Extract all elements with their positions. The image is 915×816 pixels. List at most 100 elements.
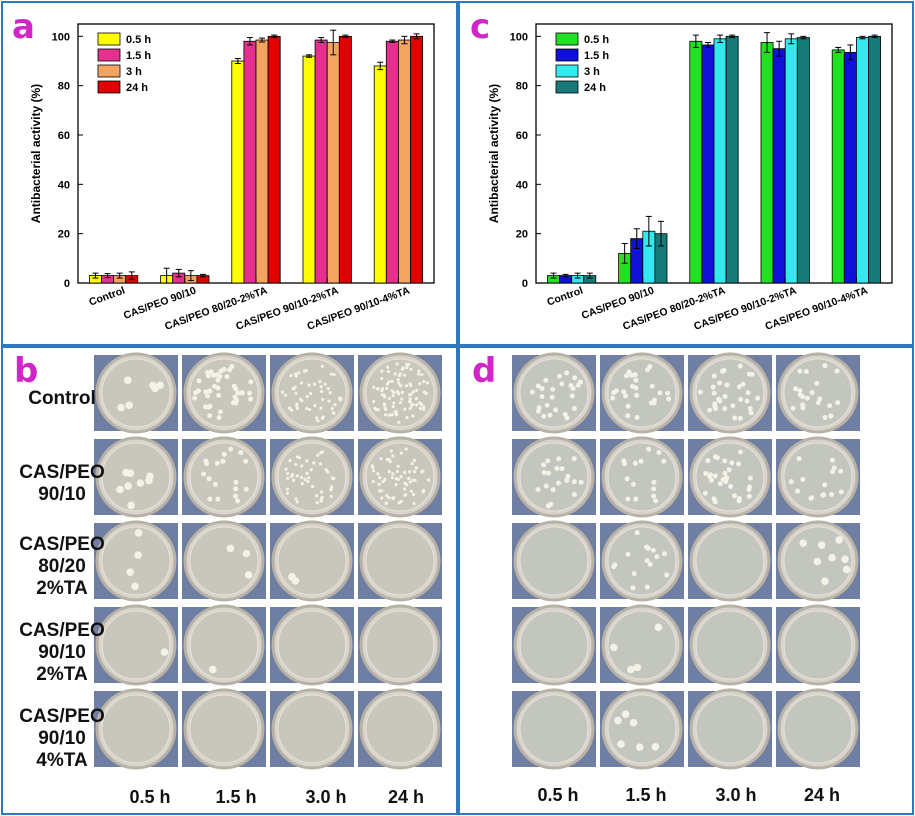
plates-d-colony-1-1-10 [632, 460, 638, 466]
plates-b-colony-0-2-12 [299, 397, 303, 401]
plates-b-colony-0-1-21 [192, 395, 198, 401]
plates-b-colony-0-1-26 [248, 379, 254, 385]
plates-d-colony-0-0-24 [535, 383, 541, 389]
plates-d-colony-0-1-20 [626, 369, 632, 375]
plates-b-colony-0-3-67 [382, 393, 386, 397]
chart-a-ytick-label-5: 100 [52, 31, 70, 43]
chart-c-legend-label-2: 3 h [584, 66, 600, 78]
plates-d-grid [512, 352, 860, 770]
plates-b-colony-0-3-73 [380, 376, 384, 381]
plates-d-colony-0-1-13 [634, 392, 640, 398]
chart-c-bar-4-0 [831, 49, 845, 284]
plates-d-colony-0-0-6 [536, 408, 542, 414]
plates-b-colony-0-0-0 [125, 401, 133, 410]
plates-d-colony-0-0-7 [550, 386, 556, 392]
plates-d-colony-1-1-8 [638, 458, 644, 464]
time-label-d-0: 0.5 h [537, 785, 579, 805]
plates-d-colony-1-1-12 [625, 496, 631, 502]
plates-d-colony-2-3-2 [821, 577, 829, 585]
chart-a-ytick-label-1: 20 [58, 229, 70, 241]
chart-c-legend-label-1: 1.5 h [584, 50, 609, 62]
chart-c-bar-4-2 [855, 37, 869, 284]
chart-a-bar-3-2 [326, 42, 340, 284]
plates-b-colony-0-3-49 [390, 389, 394, 393]
plates-d-colony-0-2-4 [717, 380, 723, 386]
chart-a-bar-2-2 [255, 39, 269, 284]
plates-d-colony-1-0-1 [545, 470, 551, 476]
plates-b-colony-0-1-36 [235, 390, 241, 396]
plates-d-colony-0-2-15 [738, 396, 744, 402]
plates-b-dish-agar-3-2 [277, 610, 347, 680]
plates-d-dish-agar-2-1 [607, 526, 677, 596]
plates-b-colony-1-3-36 [399, 475, 403, 479]
plates-b-colony-1-3-54 [399, 499, 404, 503]
plates-b-colony-0-3-57 [401, 366, 405, 370]
plates-b-colony-0-2-0 [332, 372, 336, 377]
plates-b-dish-agar-2-0 [101, 526, 171, 596]
plates-d-colony-4-1-4 [629, 718, 638, 727]
plates-d-colony-0-1-11 [613, 388, 619, 394]
plates-d-colony-2-3-0 [799, 539, 808, 547]
plates-d-colony-0-0-9 [559, 381, 565, 387]
plates-d-colony-0-1-2 [634, 415, 640, 421]
plates-d-dish-agar-3-0 [519, 610, 589, 680]
time-label-d-1: 1.5 h [625, 785, 667, 805]
plates-d-colony-0-1-24 [648, 400, 654, 406]
plates-b-colony-1-2-24 [291, 478, 296, 482]
plates-b-colony-0-3-61 [380, 387, 385, 391]
plates-b-colony-0-1-30 [221, 366, 227, 372]
plates-b-colony-0-3-68 [385, 382, 390, 386]
plates-b-colony-1-3-21 [380, 496, 384, 500]
plates-d-dish-agar-3-2 [695, 610, 765, 680]
plates-b-colony-0-1-25 [239, 390, 245, 396]
plates-b-colony-1-2-27 [305, 471, 309, 475]
plates-b-colony-1-2-43 [320, 495, 324, 499]
plates-b-colony-0-0-5 [156, 381, 165, 389]
plates-b-colony-1-1-6 [235, 498, 241, 504]
plates-b-colony-1-1-11 [228, 446, 234, 452]
plates-d-colony-2-1-4 [644, 544, 650, 550]
plates-b-dish-agar-2-2 [277, 526, 347, 596]
plates-d-colony-0-2-26 [737, 363, 743, 369]
plates-b-colony-1-2-29 [297, 456, 301, 460]
plates-d-colony-1-2-27 [722, 470, 728, 476]
plates-b-colony-1-3-8 [413, 470, 417, 474]
time-label-b-1: 1.5 h [215, 787, 257, 807]
plates-b-colony-1-1-0 [238, 450, 244, 456]
plates-d-colony-1-0-12 [578, 479, 584, 485]
plates-b-colony-1-3-55 [422, 488, 426, 492]
plates-b-colony-1-0-1 [126, 469, 135, 478]
plates-d-colony-1-2-17 [747, 475, 753, 481]
chart-c-ytick-label-3: 60 [516, 130, 528, 142]
chart-c-bar-3-0 [760, 42, 774, 284]
plates-d-colony-1-3-8 [830, 469, 836, 475]
plates-b-colony-0-3-87 [422, 405, 426, 409]
plates-b-colony-0-3-34 [384, 413, 388, 417]
plates-b-colony-1-2-14 [285, 491, 290, 495]
plates-d-colony-0-0-21 [539, 386, 545, 392]
chart-c-bar-2-0 [689, 40, 703, 284]
plates-b-colony-1-0-5 [145, 476, 153, 485]
plates-b-colony-1-2-2 [311, 484, 315, 489]
plates-d-colony-2-1-13 [631, 571, 637, 577]
plates-b-colony-1-3-32 [404, 447, 408, 451]
plates-b-colony-1-3-39 [408, 470, 412, 474]
row-label-cas-peo-90-10-4ta: CAS/PEO 90/10 4%TA [19, 706, 105, 771]
chart-c-bar-4-3 [868, 35, 882, 284]
plates-b-colony-0-3-83 [372, 385, 376, 389]
plates-b-colony-1-3-35 [385, 493, 389, 498]
plates-d-colony-0-3-18 [822, 363, 828, 369]
plates-b-colony-1-1-5 [233, 486, 239, 492]
plates-d-colony-0-2-27 [746, 371, 752, 377]
plates-b-colony-0-2-24 [307, 383, 311, 387]
plates-d-colony-1-0-17 [571, 479, 577, 485]
plates-b-colony-1-3-9 [414, 466, 418, 470]
plates-d-colony-1-0-7 [535, 486, 541, 492]
plates-b-colony-0-3-41 [418, 382, 422, 386]
plates-d-colony-0-2-24 [724, 382, 730, 388]
plates-d-colony-0-0-12 [557, 373, 563, 379]
plates-d-dish-agar-1-3 [783, 442, 853, 512]
plates-b-colony-1-3-37 [390, 475, 394, 480]
plates-d-colony-0-0-14 [571, 405, 577, 411]
plates-b-colony-0-1-38 [217, 373, 223, 379]
